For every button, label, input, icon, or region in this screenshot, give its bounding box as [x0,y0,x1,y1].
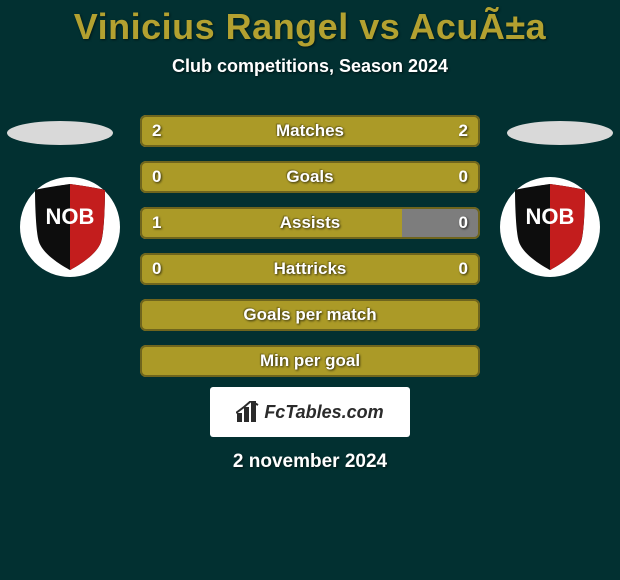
player-left-ellipse [7,121,113,145]
fctables-label: FcTables.com [264,402,383,423]
stat-right-value: 0 [447,207,480,239]
page-title: Vinicius Rangel vs AcuÃ±a [0,0,620,48]
stat-left-value: 0 [140,253,173,285]
stat-label: Matches [140,115,480,147]
fctables-badge-wrap: FcTables.com [0,387,620,437]
stat-label: Min per goal [140,345,480,377]
stat-right-value: 2 [447,115,480,147]
stat-row: Min per goal [140,345,480,377]
stat-left-value: 0 [140,161,173,193]
stat-row: Matches2 2 [140,115,480,147]
stat-label: Goals per match [140,299,480,331]
bars-icon [236,401,262,423]
stat-row: Assists1 0 [140,207,480,239]
subtitle: Club competitions, Season 2024 [0,56,620,77]
badge-right-text: NOB [526,204,575,229]
player-right-badge: NOB [500,177,600,277]
stat-row: Goals0 0 [140,161,480,193]
stat-label: Hattricks [140,253,480,285]
stat-row: Hattricks0 0 [140,253,480,285]
comparison-card: Vinicius Rangel vs AcuÃ±a Club competiti… [0,0,620,580]
player-right-ellipse [507,121,613,145]
fctables-badge: FcTables.com [210,387,410,437]
stat-left-value: 2 [140,115,173,147]
stat-right-value: 0 [447,161,480,193]
stat-right-value: 0 [447,253,480,285]
shield-icon: NOB [513,184,587,270]
player-left-badge: NOB [20,177,120,277]
date-label: 2 november 2024 [0,451,620,473]
stats-bars: Matches22Goals00Assists10Hattricks00Goal… [140,115,480,391]
stat-left-value: 1 [140,207,173,239]
shield-icon: NOB [33,184,107,270]
stat-label: Goals [140,161,480,193]
stat-label: Assists [140,207,480,239]
stat-row: Goals per match [140,299,480,331]
badge-left-text: NOB [46,204,95,229]
